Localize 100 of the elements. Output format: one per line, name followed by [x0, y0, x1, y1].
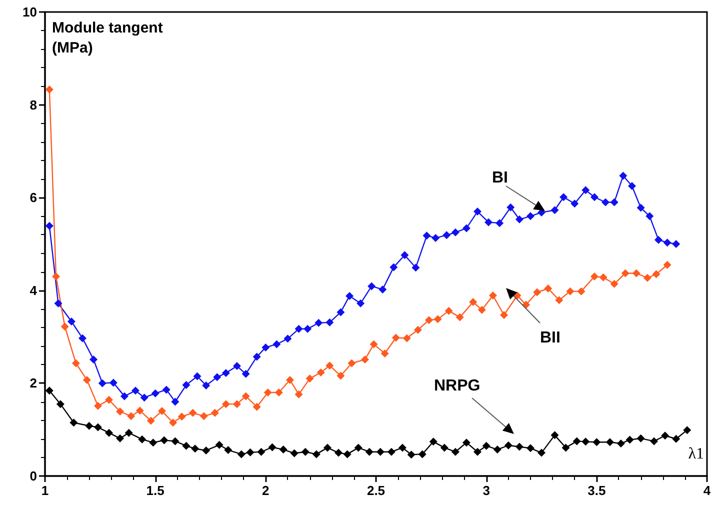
point [370, 340, 378, 348]
point [599, 273, 608, 282]
y-tick-label: 6 [30, 190, 37, 206]
point [336, 372, 345, 380]
point [222, 400, 230, 408]
point [290, 449, 298, 458]
point [202, 446, 210, 454]
point [572, 437, 581, 446]
y-tick-label: 0 [30, 468, 37, 484]
point [424, 316, 433, 324]
point [661, 432, 670, 440]
x-tick-label: 4 [703, 483, 712, 498]
point [380, 350, 389, 358]
point [70, 418, 78, 427]
point [268, 443, 276, 452]
series-label: BII [540, 330, 560, 346]
point [334, 448, 342, 457]
y-tick-label: 2 [30, 376, 37, 391]
point [610, 280, 618, 288]
point [104, 396, 113, 404]
point [482, 442, 490, 450]
point [456, 313, 464, 322]
point [444, 306, 453, 315]
point [577, 287, 586, 296]
point [402, 334, 411, 342]
point [500, 310, 508, 319]
point [650, 437, 658, 446]
point [242, 392, 250, 400]
point [440, 444, 448, 452]
point [149, 438, 158, 447]
point [636, 434, 645, 442]
point [94, 423, 102, 432]
x-tick-label: 1.5 [146, 483, 164, 498]
point [407, 450, 416, 459]
point [72, 359, 80, 368]
point [550, 431, 559, 440]
point [279, 446, 288, 454]
point [56, 400, 64, 408]
point [257, 448, 266, 456]
point [672, 434, 680, 443]
point [306, 374, 314, 383]
point [555, 296, 564, 304]
point [544, 284, 552, 293]
y-tick-label: 4 [30, 282, 38, 298]
point [146, 416, 155, 425]
point [616, 440, 625, 448]
point [414, 326, 422, 334]
point [652, 270, 660, 278]
point [252, 402, 261, 411]
point [398, 444, 406, 452]
point [592, 438, 601, 446]
point [451, 448, 460, 456]
point [94, 402, 102, 410]
point [294, 390, 303, 398]
point [663, 260, 672, 269]
point [237, 450, 246, 458]
y-tick-label: 10 [22, 4, 37, 20]
point [60, 322, 69, 331]
y-axis-title: Module tangent (MPa) [52, 20, 163, 56]
point [301, 448, 310, 456]
point [85, 422, 94, 430]
point [462, 438, 470, 447]
y-tick-label: 8 [30, 97, 37, 112]
point [215, 440, 224, 449]
point [116, 434, 124, 442]
point [104, 428, 113, 437]
point [168, 418, 177, 427]
point [323, 444, 332, 452]
point [538, 448, 546, 457]
point [606, 438, 614, 446]
point [158, 407, 166, 416]
x-tick-label: 3.5 [588, 483, 606, 498]
point [566, 287, 574, 296]
point [348, 359, 356, 368]
point [232, 400, 241, 408]
point [224, 446, 232, 454]
point [191, 444, 200, 453]
x-axis-title: λ1 [688, 446, 704, 462]
point [127, 412, 136, 420]
point [116, 408, 124, 416]
point [562, 444, 570, 452]
point [632, 269, 640, 278]
point [182, 442, 190, 450]
point [82, 376, 91, 384]
point [246, 448, 254, 456]
x-tick-label: 3 [482, 483, 490, 498]
point [590, 272, 598, 280]
point [124, 428, 133, 437]
point [526, 444, 534, 452]
point [171, 437, 180, 446]
point [515, 442, 524, 451]
point [360, 356, 369, 364]
point [418, 450, 426, 458]
point [626, 436, 634, 444]
point [474, 448, 482, 456]
point [478, 306, 486, 314]
point [316, 368, 325, 377]
point [469, 298, 478, 306]
text: NRPG [434, 378, 480, 394]
point [210, 408, 219, 417]
